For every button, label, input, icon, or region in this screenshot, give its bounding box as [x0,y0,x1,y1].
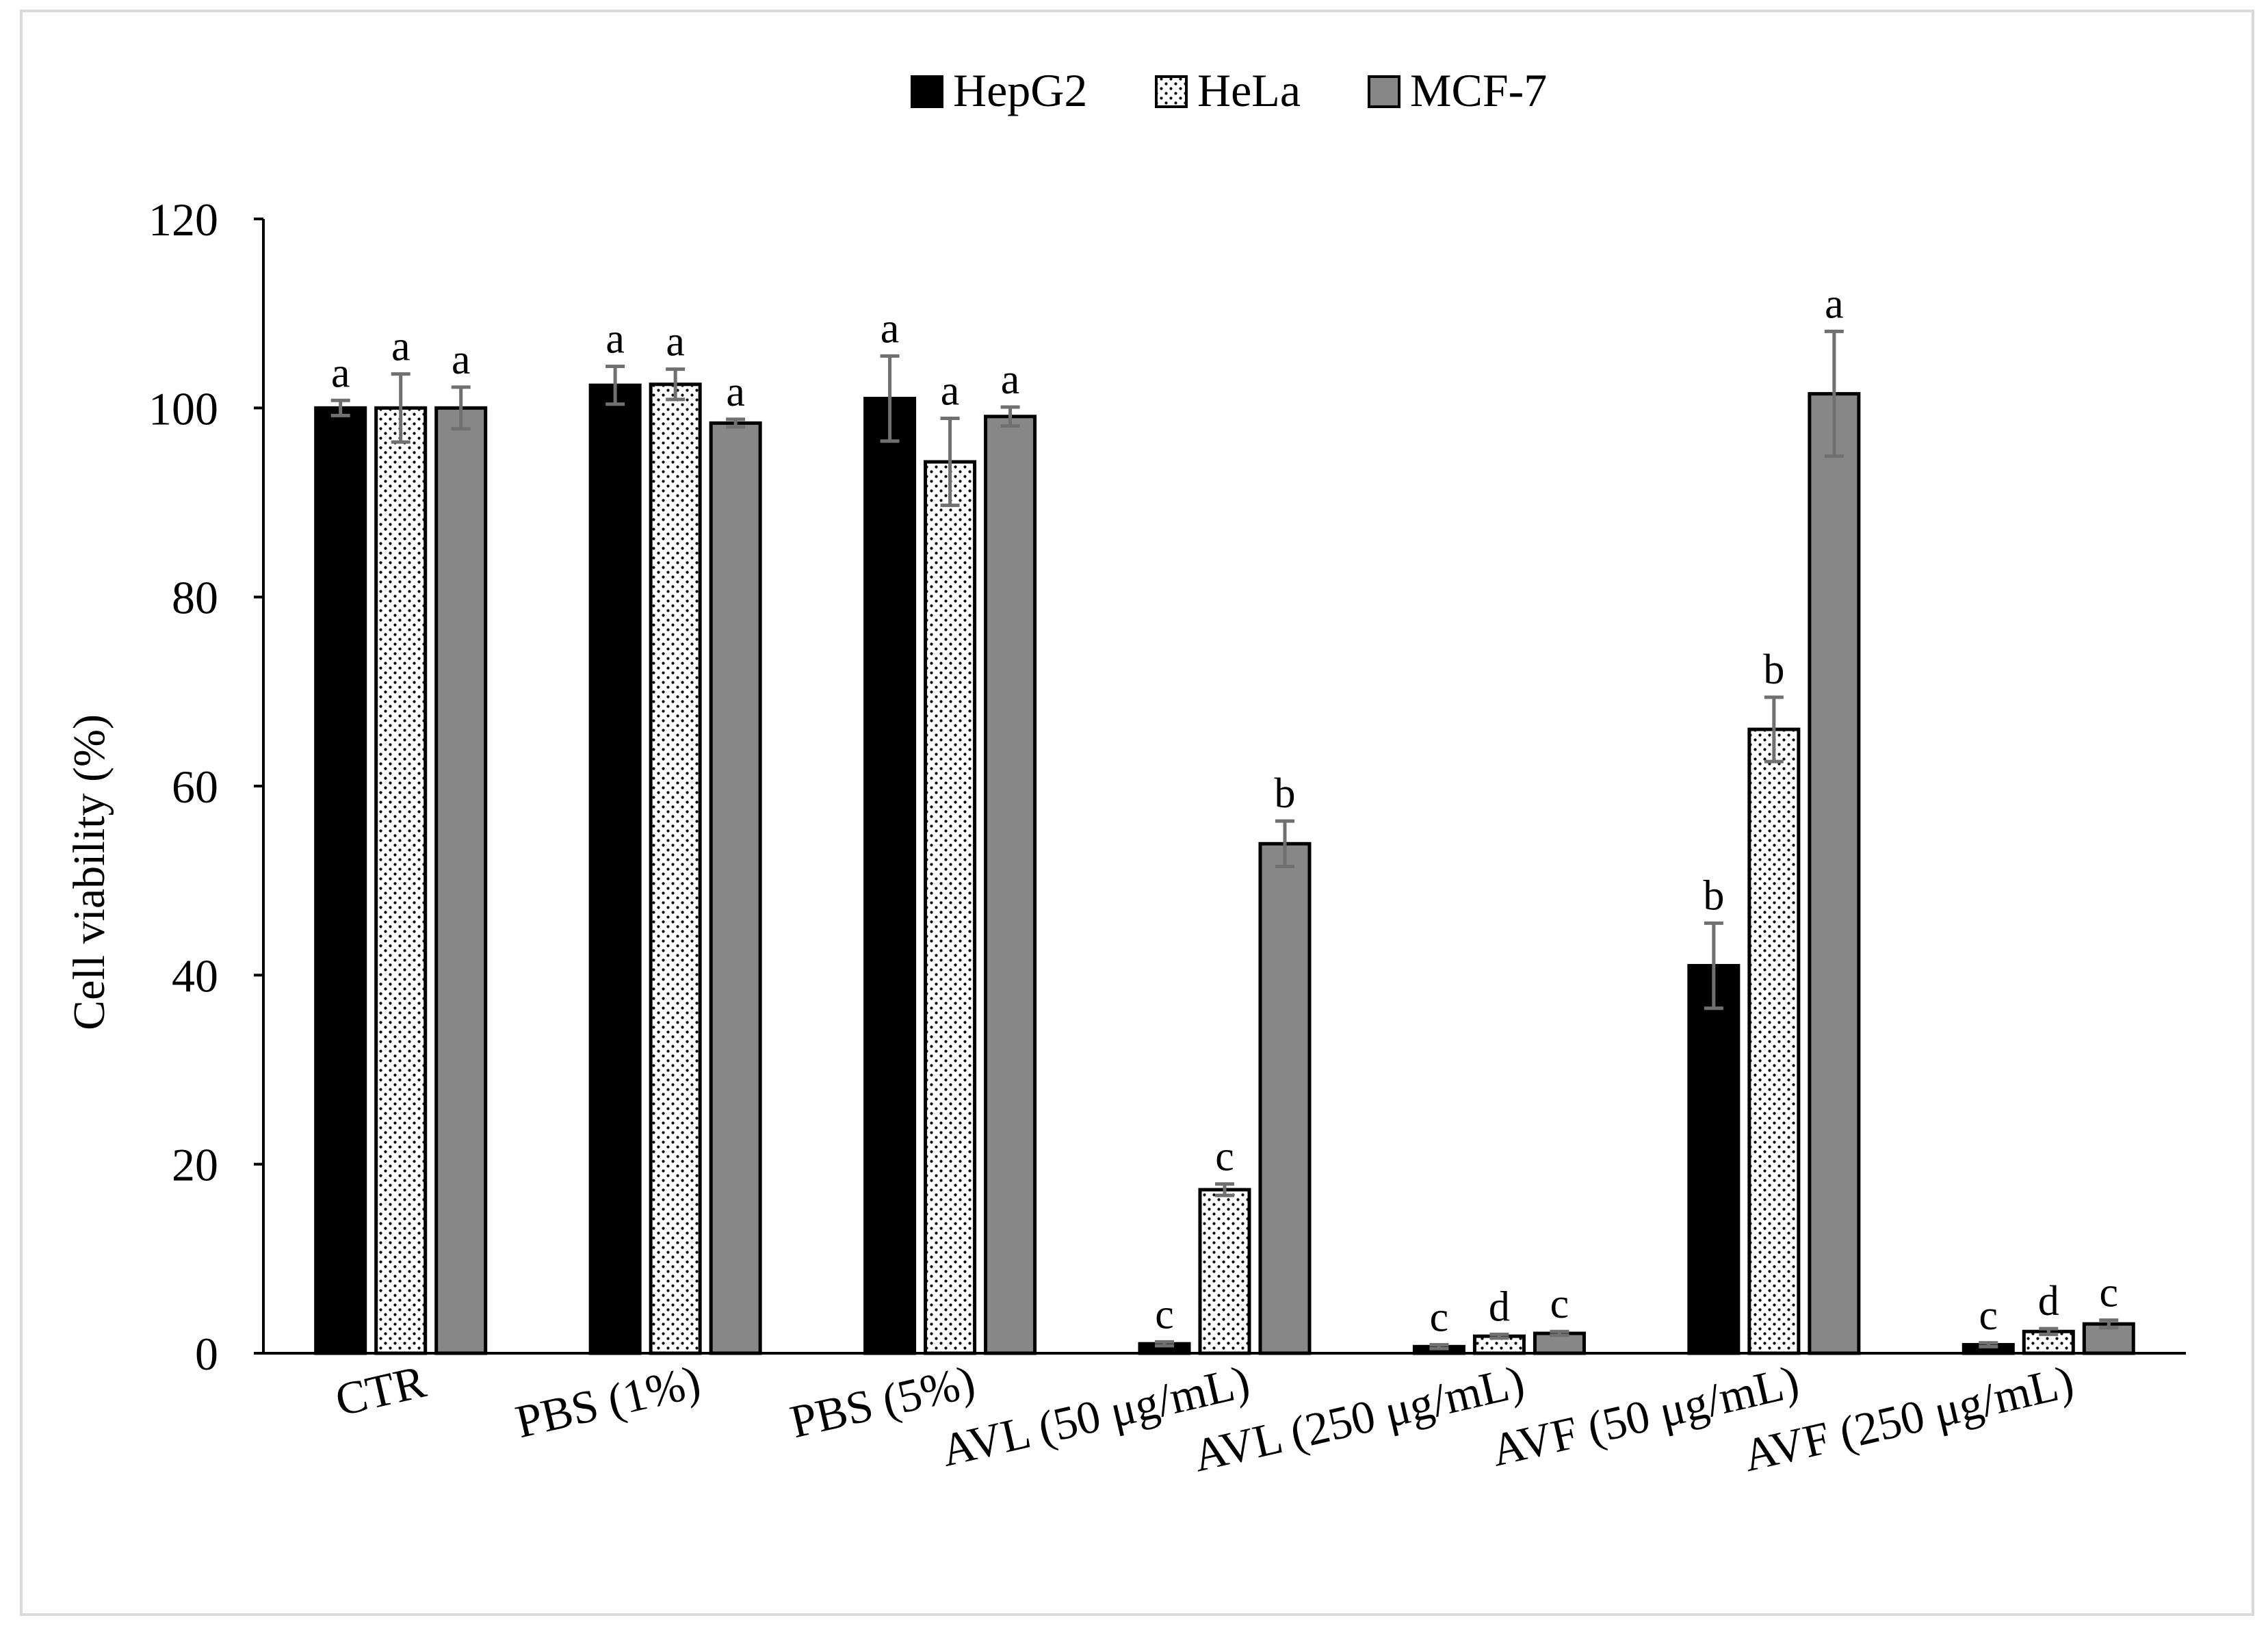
bar-mcf-7 [1808,392,1861,1355]
y-tick-label: 120 [148,194,218,246]
significance-letter: c [1155,1291,1174,1338]
significance-letter: a [452,337,471,383]
significance-letter: a [1001,356,1020,403]
bar-hepg2 [314,406,367,1355]
significance-letter: a [666,319,685,365]
chart-border [20,10,2254,1616]
bar-hepg2 [1687,964,1741,1355]
legend-swatch-hepg2 [911,75,943,108]
significance-letter: a [391,324,410,370]
significance-letter: b [1275,770,1296,817]
significance-letter: d [1489,1283,1510,1330]
y-tick-label: 60 [172,761,218,813]
significance-letter: c [1550,1281,1569,1327]
significance-letter: a [331,350,350,396]
bar-mcf-7 [709,421,762,1355]
significance-letter: d [2038,1278,2059,1325]
x-tick-label: CTR [330,1355,431,1426]
bar-mcf-7 [1258,841,1312,1355]
bar-hepg2 [863,397,917,1355]
y-tick-label: 100 [148,382,218,434]
legend: HepG2 HeLa MCF-7 [911,64,1547,116]
legend-label: HeLa [1197,64,1301,116]
significance-letter: c [1979,1292,1998,1339]
bar-hela [1198,1188,1251,1355]
legend-label: MCF-7 [1410,64,1547,116]
bar-hela [1747,727,1801,1355]
legend-label: HepG2 [953,64,1087,116]
bar-hela [374,406,428,1355]
x-tick-label: PBS (1%) [511,1355,705,1448]
significance-letter: b [1763,647,1784,693]
bar-mcf-7 [434,406,488,1355]
y-axis-label: Cell viability (%) [64,714,114,1030]
y-tick-label: 40 [172,950,218,1002]
bar-hela [2022,1329,2075,1355]
significance-letter: a [881,305,900,352]
bar-mcf-7 [984,415,1037,1355]
significance-letter: a [726,369,745,415]
significance-letter: a [1825,280,1844,327]
y-tick-label: 20 [172,1139,218,1191]
significance-letter: c [1215,1134,1234,1180]
significance-letter: c [1430,1294,1449,1341]
legend-swatch-hela [1155,75,1188,108]
significance-letter: a [941,368,960,415]
y-tick-label: 80 [172,572,218,624]
significance-letter: c [2100,1270,2119,1316]
significance-letter: b [1703,872,1724,919]
y-tick-label: 0 [195,1328,218,1380]
bar-hela [924,460,977,1355]
bar-hela [649,382,702,1355]
axes: 0 20 40 60 80 100 120 [148,194,2186,1380]
significance-letter: a [605,316,625,363]
legend-swatch-mcf-7 [1368,75,1400,108]
bar-hepg2 [588,383,642,1355]
